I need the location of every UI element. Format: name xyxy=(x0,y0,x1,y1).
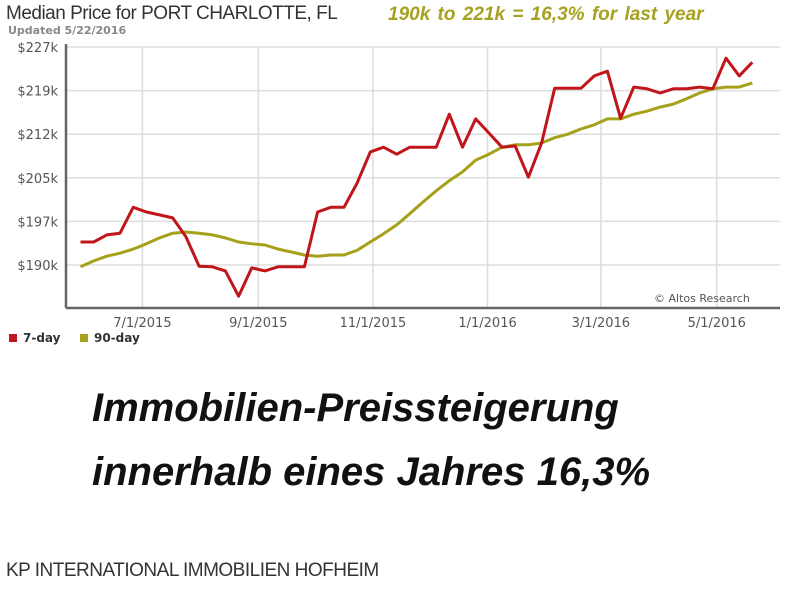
series-line-90-day xyxy=(79,81,753,269)
y-tick-label: $190k xyxy=(17,259,58,274)
headline-growth: 190k to 221k = 16,3% for last year xyxy=(388,4,704,25)
legend-item-7-day: 7-day xyxy=(9,331,60,345)
x-tick-label: 1/1/2016 xyxy=(458,316,516,330)
price-chart: $190k $197k $205k $212k $219k $227k 7/1/2015 9/… xyxy=(17,41,780,330)
legend-label: 90-day xyxy=(94,331,140,345)
caption-line-2: innerhalb eines Jahres 16,3% xyxy=(92,450,651,494)
x-tick-label: 3/1/2016 xyxy=(572,316,630,330)
altos-watermark: © Altos Research xyxy=(654,292,750,305)
legend-swatch-olive xyxy=(80,334,88,342)
updated-date: Updated 5/22/2016 xyxy=(8,24,127,37)
y-tick-label: $212k xyxy=(17,128,58,143)
legend-label: 7-day xyxy=(23,331,61,345)
x-tick-label: 5/1/2016 xyxy=(688,316,746,330)
y-tick-label: $227k xyxy=(17,41,58,56)
x-tick-label: 11/1/2015 xyxy=(340,316,407,330)
x-tick-label: 7/1/2015 xyxy=(113,316,171,330)
x-tick-label: 9/1/2015 xyxy=(229,316,287,330)
overlay-title: KP INTERNATIONAL IMMOBILIEN HOFHEIM xyxy=(6,560,379,581)
chart-title: Median Price for PORT CHARLOTTE, FL xyxy=(6,3,338,24)
legend-item-90-day: 90-day xyxy=(80,331,140,345)
y-tick-label: $205k xyxy=(17,172,58,187)
series-line-7-day xyxy=(80,56,754,298)
y-tick-label: $197k xyxy=(17,215,58,230)
y-tick-label: $219k xyxy=(17,85,58,100)
legend-swatch-red xyxy=(9,334,17,342)
caption-line-1: Immobilien-Preissteigerung xyxy=(92,386,619,430)
